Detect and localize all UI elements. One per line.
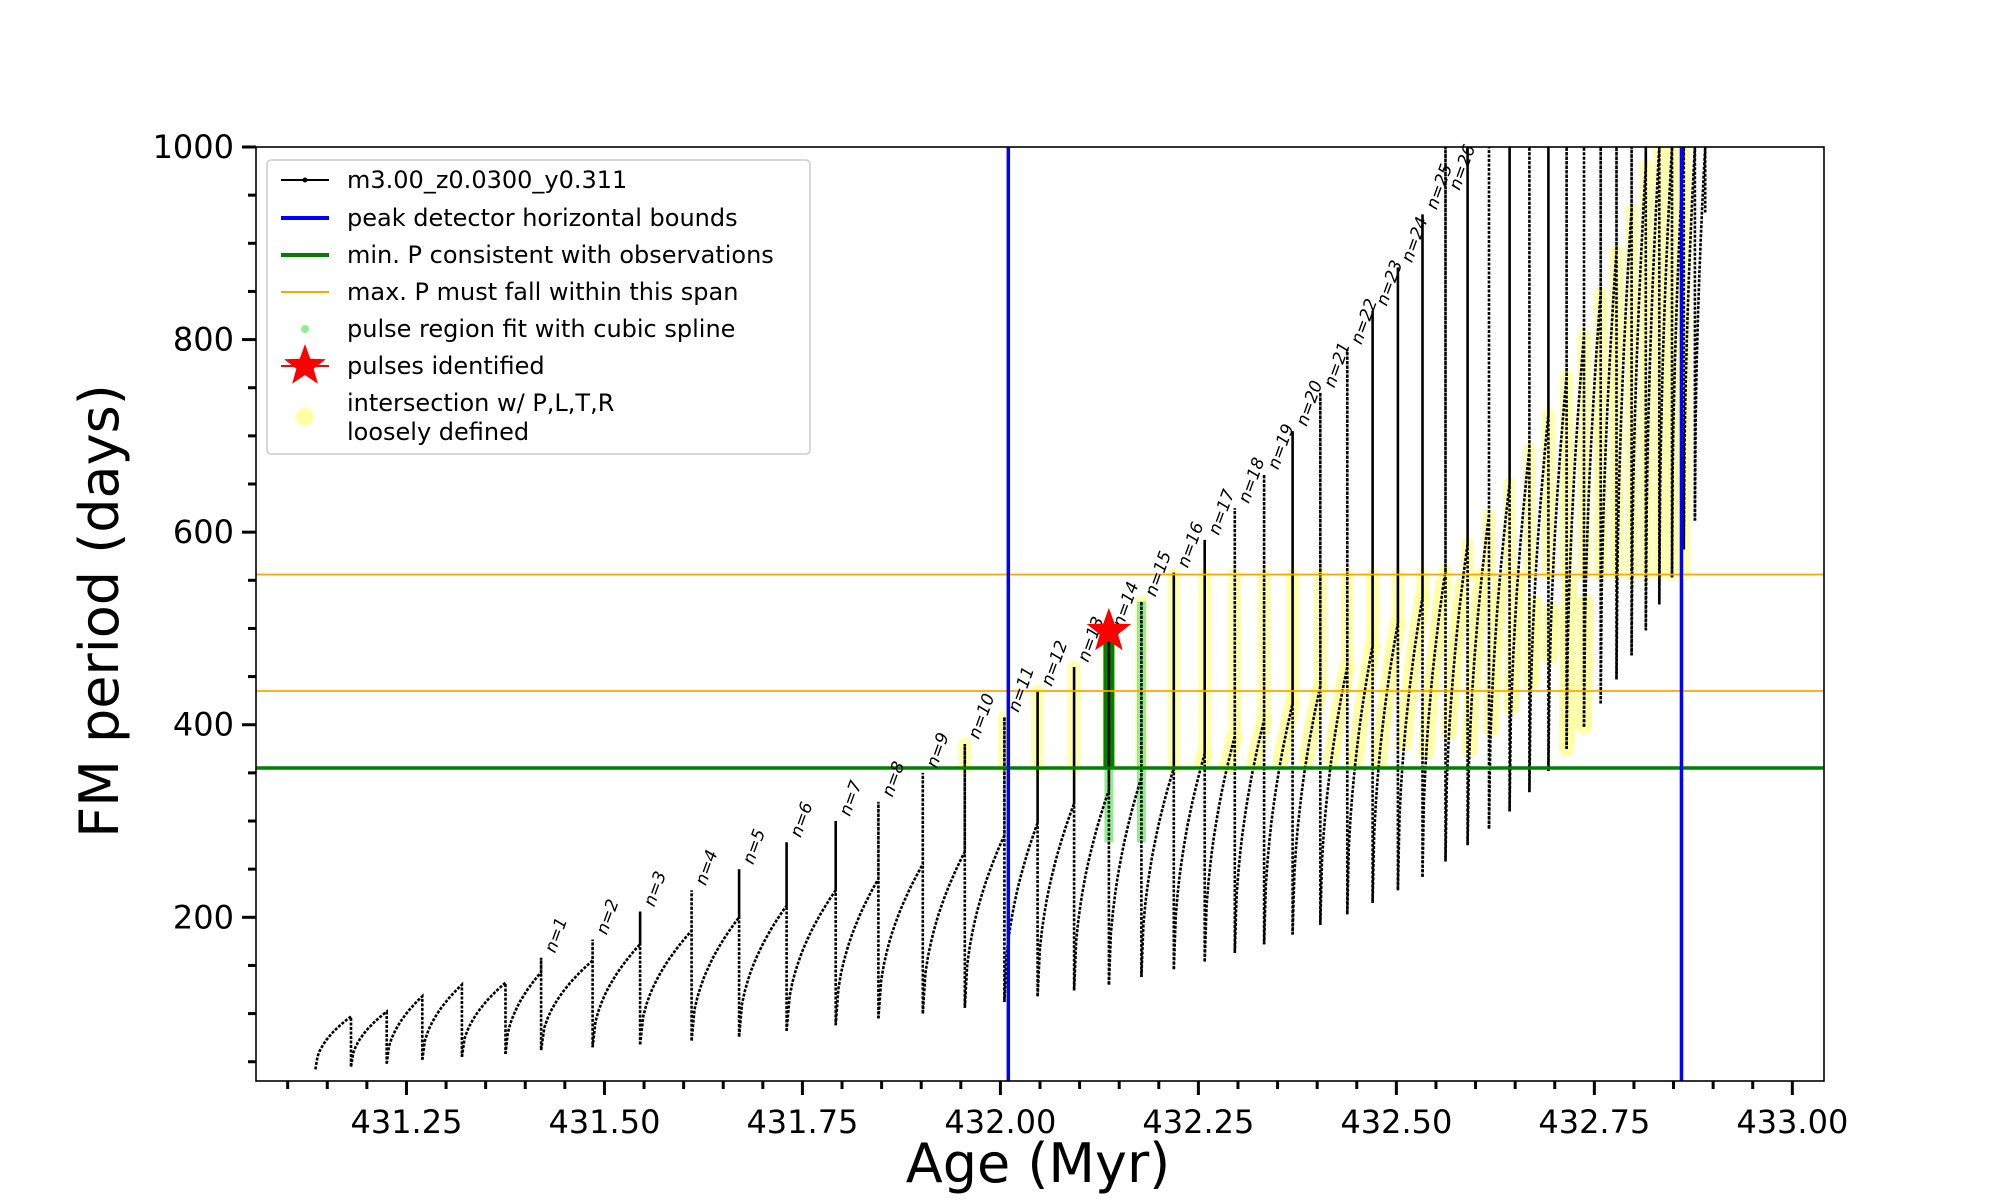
track-pulse-segment	[1658, 147, 1674, 605]
track-pulse-segment	[1615, 147, 1633, 680]
x-tick-label: 433.00	[1736, 1103, 1848, 1141]
track-pulse-segment	[504, 957, 543, 1055]
track-pulse-segment	[591, 911, 642, 1048]
track-pulse-segment	[834, 801, 880, 1026]
track-pulse-segment	[737, 842, 788, 1037]
track-pulse-segment	[1072, 632, 1111, 991]
track-pulse-segment	[1003, 691, 1039, 1003]
legend-swatch-star	[284, 344, 326, 384]
legend-swatch	[301, 325, 309, 333]
track-pulse-segment	[690, 869, 741, 1041]
y-axis-title: FM period (days)	[68, 384, 131, 838]
track-pulse-segment	[421, 981, 464, 1060]
track-pulse-segment	[1421, 147, 1447, 877]
legend-swatch-marker	[302, 177, 308, 183]
track-pulse-segment	[1547, 147, 1568, 772]
track-pulse-segment	[877, 772, 925, 1019]
y-tick-label: 1000	[153, 128, 234, 166]
track-pulse-segment	[1682, 147, 1697, 550]
track-pulse-segment	[638, 890, 693, 1045]
legend-entry-min-period: min. P consistent with observations	[347, 241, 774, 269]
track-pulse-segment	[921, 744, 967, 1014]
x-tick-label: 432.00	[944, 1103, 1056, 1141]
track-pulse-segment	[1396, 214, 1424, 891]
track-pulse-segment	[1371, 267, 1400, 903]
track-pulse-segment	[1508, 147, 1531, 812]
x-tick-label: 431.50	[548, 1103, 660, 1141]
x-tick-label: 432.25	[1142, 1103, 1254, 1141]
track-pulse-segment	[1036, 667, 1076, 997]
axes: 431.25 431.50 431.75 432.00 432.25 432.50 432.…	[153, 128, 1849, 1141]
track-pulse-segment	[1582, 147, 1602, 727]
x-axis-title: Age (Myr)	[906, 1132, 1171, 1195]
legend-entry-bounds: peak detector horizontal bounds	[347, 204, 738, 232]
legend-entry-intersection-line2: loosely defined	[347, 418, 529, 446]
y-tick-label: 400	[173, 706, 234, 744]
track-pulse-segment	[1203, 508, 1237, 962]
y-tick-label: 800	[173, 321, 234, 359]
track-pulse-segment	[385, 993, 424, 1064]
track-pulse-segment	[1319, 349, 1349, 926]
track-pulse-segment	[349, 1009, 388, 1067]
legend-entry-pulses: pulses identified	[347, 352, 545, 380]
y-tick-label: 600	[173, 513, 234, 551]
track-pulse-segment	[1693, 147, 1707, 521]
x-tick-label: 431.25	[350, 1103, 462, 1141]
track-pulse-segment	[1599, 147, 1618, 704]
track-pulse-segment	[1172, 539, 1206, 970]
track-pulse-segment	[1466, 147, 1491, 846]
track-pulse-segment	[1630, 147, 1648, 656]
plot-area	[256, 147, 1824, 1081]
track-pulse-segment	[314, 1013, 353, 1070]
legend-entry-intersection: intersection w/ P,L,T,R	[347, 389, 614, 417]
track-pulse-segment	[1233, 474, 1266, 953]
x-tick-label: 431.75	[746, 1103, 858, 1141]
track-pulse-segment	[1140, 572, 1176, 978]
track-pulse-segment	[1262, 431, 1294, 945]
legend-entry-max-period: max. P must fall within this span	[347, 278, 738, 306]
y-tick-label: 200	[173, 898, 234, 936]
pulse-identified-star	[1086, 607, 1132, 651]
track-pulse-segment	[785, 821, 837, 1032]
track-pulse-segment	[1528, 147, 1550, 793]
legend-swatch	[296, 408, 314, 426]
track-pulse-segment	[1444, 147, 1469, 862]
track-pulse-segment	[1346, 310, 1374, 915]
track-pulse-segment	[1107, 601, 1143, 985]
track-pulse-segment	[539, 939, 594, 1051]
track-pulse-segment	[1291, 392, 1322, 935]
track-pulse-segment	[1644, 147, 1661, 631]
legend-entry-spline: pulse region fit with cubic spline	[347, 315, 735, 343]
track-pulse-segment	[1565, 147, 1586, 749]
track-pulse-segment	[1487, 147, 1511, 829]
track-pulse-segment	[460, 980, 507, 1058]
x-tick-label: 432.50	[1340, 1103, 1452, 1141]
legend-entry-track: m3.00_z0.0300_y0.311	[347, 166, 627, 194]
legend-box	[266, 159, 811, 455]
x-tick-label: 432.75	[1538, 1103, 1650, 1141]
track-pulse-segment	[963, 717, 1006, 1008]
